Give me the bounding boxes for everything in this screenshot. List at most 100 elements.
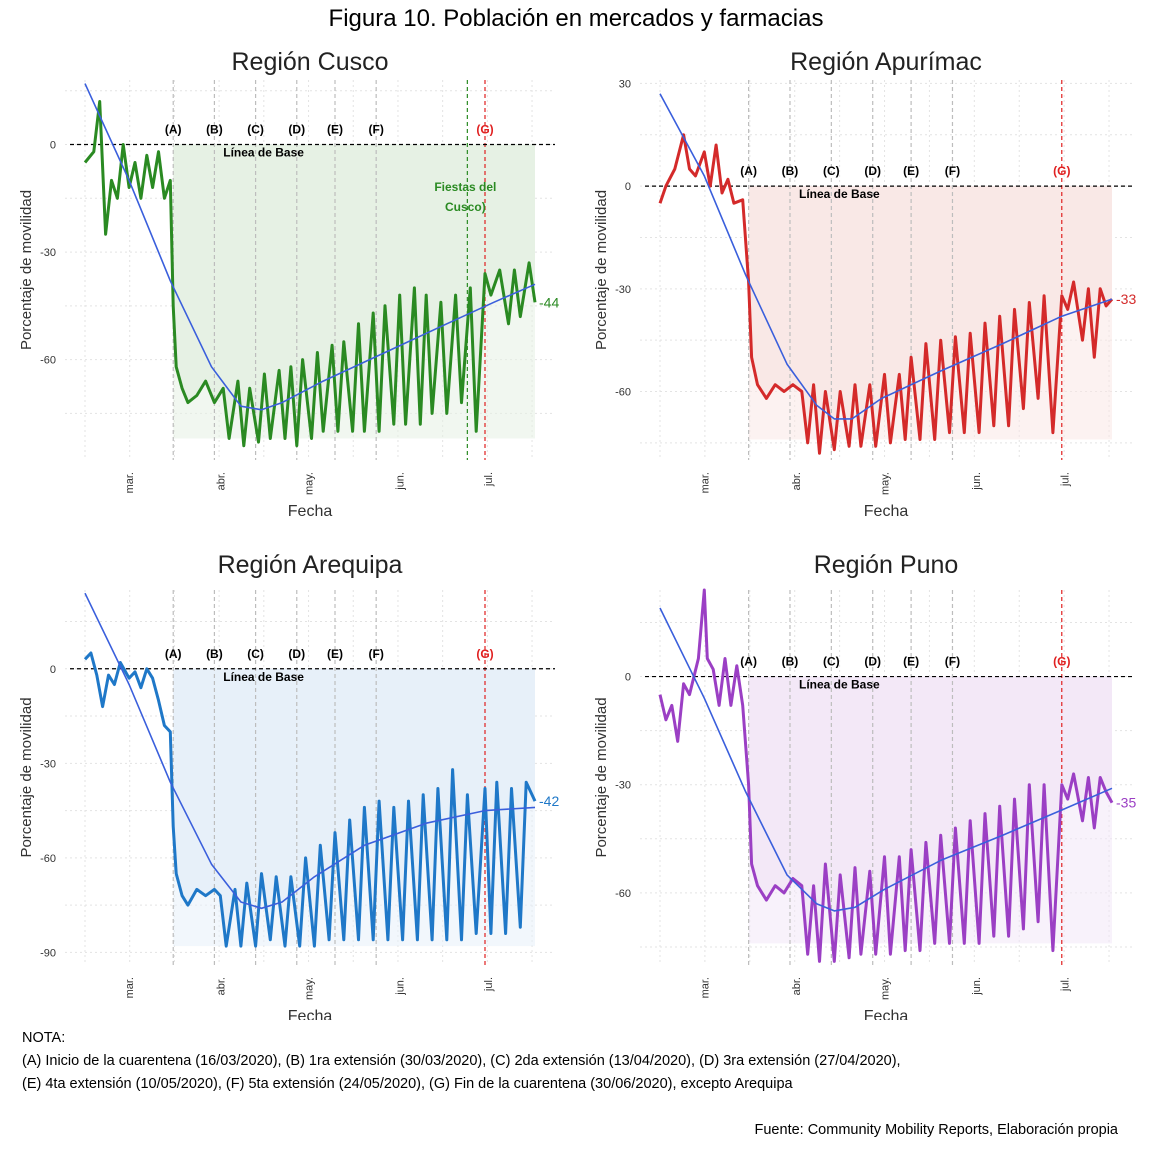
x-tick-label: jul. [483,472,495,487]
trend-line [659,93,1113,420]
x-tick-label: abr. [791,472,803,490]
y-tick-label: -60 [615,888,631,900]
trend-line [84,592,536,910]
event-label: (D) [288,123,305,137]
last-value-label: -44 [539,294,559,310]
x-tick-label: jun. [971,977,983,996]
x-tick-label: jun. [971,472,983,491]
y-axis-label: Porcentaje de movilidad [18,697,35,857]
event-label: (A) [740,164,757,178]
x-tick-label: jun. [395,977,407,996]
y-tick-label: -30 [40,758,56,770]
event-label: (E) [327,647,343,661]
event-label: (F) [945,164,960,178]
last-value-label: -42 [539,793,559,809]
panel-title: Región Puno [814,551,959,579]
chart-panel-2: Región Apurímac (A) (B) (C) (D) (E) (F) (G) Líne… [593,48,1136,520]
note-line-1: (A) Inicio de la cuarentena (16/03/2020)… [22,1053,901,1069]
x-tick-label: may. [304,472,316,495]
x-tick-label: may. [880,977,892,1000]
series-line [658,133,1114,455]
x-tick-label: may. [304,977,316,1000]
x-axis-label: Fecha [288,503,333,520]
baseline-label: Línea de Base [223,670,304,684]
event-label: (C) [247,123,264,137]
x-tick-label: jul. [1060,977,1072,992]
y-tick-label: 0 [50,664,56,676]
note-heading: NOTA: [22,1030,66,1046]
y-tick-label: 0 [50,140,56,152]
baseline-label: Línea de Base [799,678,880,692]
chart-panel-4: Región Puno (A) (B) (C) (D) (E) (F) (G) Línea de… [593,551,1136,1020]
x-axis-label: Fecha [864,1008,909,1020]
figure-title: Figura 10. Población en mercados y farma… [329,5,824,32]
last-value-label: -35 [1116,795,1136,811]
x-axis-label: Fecha [864,503,909,520]
y-tick-label: -30 [40,247,56,259]
event-label: (B) [782,164,799,178]
event-label: (E) [903,655,919,669]
x-tick-label: mar. [124,472,136,493]
y-axis-label: Porcentaje de movilidad [593,697,610,857]
event-label: (G) [476,647,493,661]
note-line-2: (E) 4ta extensión (10/05/2020), (F) 5ta … [22,1076,793,1092]
baseline-label: Línea de Base [223,146,304,160]
event-label: (C) [823,164,840,178]
event-label: (F) [369,647,384,661]
trend-line [84,83,536,411]
y-tick-label: -60 [40,355,56,367]
trend-line [659,607,1113,912]
festival-label: Cusco) [445,200,486,214]
event-label: (A) [740,655,757,669]
y-axis-label: Porcentaje de movilidad [18,190,35,350]
y-tick-label: -90 [40,947,56,959]
y-axis-label: Porcentaje de movilidad [593,190,610,350]
chart-panel-3: Región Arequipa (A) (B) (C) (D) (E) (F) (G) Líne… [18,551,559,1020]
x-tick-label: mar. [699,977,711,998]
x-tick-label: mar. [124,977,136,998]
event-label: (E) [327,123,343,137]
figure-canvas: Figura 10. Población en mercados y farma… [18,5,1136,1020]
event-label: (B) [206,647,223,661]
x-tick-label: jul. [1060,472,1072,487]
y-tick-label: -30 [615,780,631,792]
event-label: (F) [945,655,960,669]
baseline-label: Línea de Base [799,187,880,201]
event-label: (B) [782,655,799,669]
event-label: (C) [247,647,264,661]
x-axis-label: Fecha [288,1008,333,1020]
source-note: Fuente: Community Mobility Reports, Elab… [754,1122,1118,1138]
x-tick-label: jun. [395,472,407,491]
event-label: (D) [288,647,305,661]
panel-title: Región Cusco [231,48,388,76]
series-line [83,651,537,948]
event-label: (G) [1053,655,1070,669]
event-label: (E) [903,164,919,178]
event-label: (D) [864,655,881,669]
series-line [658,588,1114,963]
event-label: (C) [823,655,840,669]
event-label: (G) [476,123,493,137]
x-tick-label: jul. [483,977,495,992]
x-tick-label: abr. [791,977,803,995]
event-label: (B) [206,123,223,137]
x-tick-label: abr. [215,977,227,995]
shaded-band [173,668,535,947]
y-tick-label: -60 [615,387,631,399]
series-line [83,100,537,448]
last-value-label: -33 [1116,291,1136,307]
panel-title: Región Apurímac [790,48,982,76]
x-tick-label: may. [880,472,892,495]
y-tick-label: -30 [615,284,631,296]
y-tick-label: -60 [40,853,56,865]
y-tick-label: 0 [625,672,631,684]
event-label: (A) [165,123,182,137]
event-label: (D) [864,164,881,178]
y-tick-label: 0 [625,181,631,193]
event-label: (F) [369,123,384,137]
x-tick-label: abr. [215,472,227,490]
event-label: (A) [165,647,182,661]
panel-title: Región Arequipa [218,551,403,579]
festival-label: Fiestas del [434,180,496,194]
y-tick-label: 30 [619,78,631,90]
